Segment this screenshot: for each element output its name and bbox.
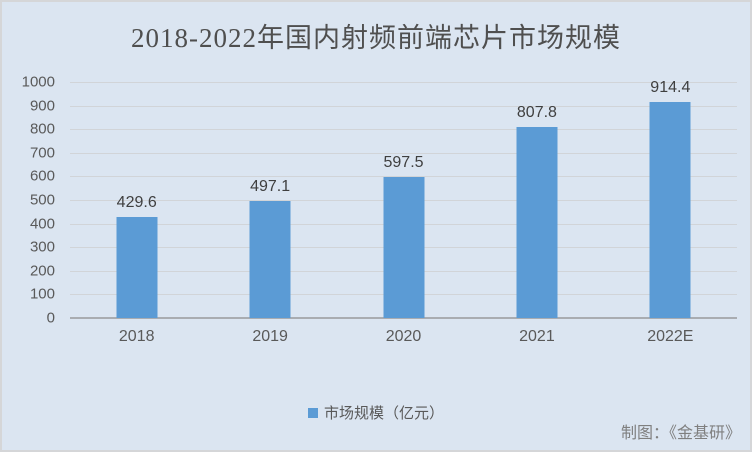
- y-tick-label: 700: [29, 144, 55, 162]
- bar: [116, 216, 158, 318]
- y-tick-label: 200: [29, 262, 55, 280]
- bar-value-label: 497.1: [250, 177, 291, 195]
- bar: [383, 177, 425, 318]
- bar-group: 807.8: [470, 82, 603, 318]
- bar-group: 914.4: [604, 79, 737, 318]
- x-tick-label: 2019: [252, 328, 288, 345]
- x-tick-label: 2021: [519, 328, 555, 345]
- legend-swatch: [307, 407, 318, 418]
- y-tick-label: 0: [46, 309, 55, 327]
- legend-label: 市场规模（亿元）: [323, 405, 444, 422]
- x-tick-label: 2020: [385, 328, 422, 345]
- y-tick-label: 900: [29, 97, 55, 115]
- gridline: [70, 82, 737, 83]
- chart-title: 2018-2022年国内射频前端芯片市场规模: [131, 23, 621, 53]
- bar-value-label: 429.6: [116, 193, 157, 211]
- x-axis-labels: 2018 2019 2020 2021 2022E: [70, 328, 737, 346]
- y-tick-label: 500: [29, 191, 55, 209]
- legend: 市场规模（亿元）: [2, 402, 750, 423]
- x-tick-label: 2022E: [647, 328, 694, 345]
- gridline: [70, 176, 737, 178]
- bar-series: 429.6 497.1 597.5 807.8 914.4: [70, 79, 737, 318]
- bar-value-label: 807.8: [516, 104, 557, 122]
- y-tick-label: 400: [29, 215, 55, 233]
- bar: [649, 102, 691, 318]
- bar: [249, 200, 291, 318]
- y-tick-label: 600: [29, 167, 55, 185]
- x-axis-line: [70, 317, 737, 319]
- bar-group: 597.5: [337, 82, 470, 318]
- gridline: [70, 129, 737, 131]
- gridline: [70, 105, 737, 107]
- plot-area: 429.6 497.1 597.5 807.8 914.4: [70, 79, 737, 319]
- y-tick-label: 100: [29, 285, 55, 303]
- y-tick-label: 1000: [21, 73, 55, 91]
- x-tick-label: 2018: [118, 328, 155, 345]
- bar-group: 497.1: [203, 82, 336, 318]
- bar-value-label: 914.4: [650, 79, 691, 97]
- bar-value-label: 597.5: [383, 154, 424, 171]
- credit-text: 制图：《金基研》: [620, 425, 741, 442]
- gridline: [70, 152, 737, 154]
- bar: [516, 127, 558, 318]
- y-tick-label: 300: [29, 238, 55, 256]
- y-axis-labels: 0 100 200 300 400 500 600 700 800 900 1000: [2, 75, 55, 326]
- y-tick-label: 800: [29, 120, 55, 138]
- bar-group: 429.6: [70, 82, 203, 318]
